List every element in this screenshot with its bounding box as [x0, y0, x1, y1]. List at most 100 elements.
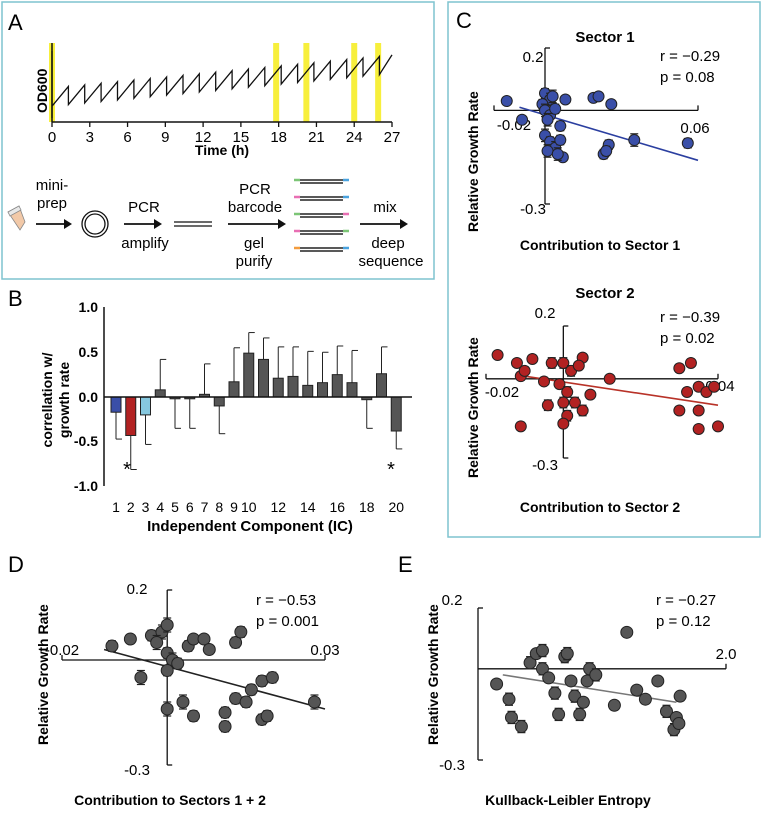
c1-p-stat: p = 0.08 [660, 69, 715, 86]
data-point [218, 720, 232, 733]
bar-ic-17 [346, 382, 358, 398]
c2-title: Sector 2 [575, 285, 634, 302]
data-point [504, 710, 518, 724]
a-xtick-label: 12 [195, 129, 212, 146]
step-miniprep-1: mini- [36, 177, 69, 194]
a-xtick-label: 6 [123, 129, 131, 146]
data-point [510, 356, 523, 369]
data-point [557, 396, 570, 409]
data-point [535, 662, 549, 676]
data-point [692, 422, 705, 435]
dilution-highlight [351, 43, 358, 122]
data-point [712, 420, 724, 433]
b-xtick-label: 10 [241, 499, 257, 515]
data-point [553, 378, 566, 391]
barcoded-fragments-icon [294, 178, 349, 252]
panel-c: Sector 1 Relative Growth Rate Contributi… [465, 29, 735, 515]
scatter-d [61, 589, 326, 766]
data-point [603, 372, 616, 385]
e-ybottom: -0.3 [439, 757, 465, 774]
data-point [160, 664, 174, 677]
bar-ic-12 [272, 377, 284, 398]
b-xtick-label: 5 [171, 499, 179, 515]
regression-line [103, 648, 326, 710]
data-point [600, 144, 613, 157]
e-ylabel: Relative Growth Rate [425, 604, 441, 745]
od600-curve [51, 50, 393, 118]
data-point [681, 137, 694, 150]
step-amplify: amplify [121, 235, 169, 252]
data-point [150, 636, 164, 649]
d-xleft: -0.02 [45, 642, 79, 659]
data-point [607, 698, 621, 712]
significance-star-ic20: * [387, 459, 395, 481]
data-point [500, 95, 513, 108]
c2-ytop: 0.2 [535, 305, 556, 322]
c1-ybottom: -0.3 [520, 201, 546, 218]
data-point [673, 362, 686, 375]
b-xtick-label: 4 [156, 499, 164, 515]
panel-e: Relative Growth Rate Kullback-Leibler En… [425, 592, 736, 808]
data-point [244, 683, 258, 697]
data-point [160, 702, 174, 716]
data-point [239, 695, 253, 709]
data-point [549, 102, 562, 115]
bar-ic-16 [331, 374, 343, 398]
e-ytop: 0.2 [442, 592, 463, 609]
a-ylabel: OD600 [34, 68, 50, 113]
data-point [160, 618, 174, 632]
data-point [557, 417, 570, 430]
b-xtick-label: 18 [359, 499, 375, 515]
data-point [229, 636, 243, 649]
a-xtick-label: 18 [270, 129, 287, 146]
d-p-stat: p = 0.001 [256, 613, 319, 630]
data-point [518, 364, 531, 377]
data-point [552, 707, 566, 721]
data-point [684, 356, 697, 369]
b-xtick-label: 1 [112, 499, 120, 515]
data-point [202, 643, 216, 656]
data-point [197, 632, 211, 646]
c2-r-stat: r = −0.39 [660, 309, 720, 326]
bar-ic-11 [258, 358, 269, 398]
data-point [559, 93, 572, 106]
data-point [123, 632, 137, 646]
d-ybottom: -0.3 [124, 762, 150, 779]
bar-ic-9 [228, 381, 240, 398]
scatter-c-sector1 [493, 47, 699, 205]
b-xtick-label: 14 [300, 499, 316, 515]
a-xtick-label: 0 [48, 129, 56, 146]
panel-letter-a: A [8, 10, 23, 35]
step-pcr-barcode-2: barcode [228, 199, 282, 216]
step-miniprep-2: prep [37, 195, 67, 212]
data-point [171, 657, 185, 670]
data-point [557, 356, 570, 369]
arrow-3 [228, 219, 286, 229]
b-xtick-label: 8 [215, 499, 223, 515]
d-xlabel: Contribution to Sectors 1 + 2 [74, 792, 266, 808]
data-point [630, 683, 644, 697]
arrow-2 [124, 219, 162, 229]
data-point [564, 674, 578, 688]
a-xtick-label: 21 [308, 129, 325, 146]
c2-xlabel: Contribution to Sector 2 [520, 499, 680, 515]
data-point [218, 706, 232, 719]
c2-ylabel: Relative Growth Rate [465, 337, 481, 478]
data-point [681, 386, 694, 398]
data-point [692, 404, 705, 417]
b-ytick: 0.0 [79, 389, 99, 405]
data-point [572, 359, 585, 372]
a-xtick-label: 15 [233, 129, 250, 146]
b-xtick-label: 12 [270, 499, 286, 515]
bar-ic-4 [154, 389, 166, 398]
b-ytick: 1.0 [79, 299, 99, 315]
c1-xright: 0.06 [680, 120, 709, 137]
bar-ic-13 [287, 375, 299, 398]
c1-ytop: 0.2 [523, 49, 544, 66]
panel-b: 1.0 0.5 0.0 -0.5 -1.0 1 2 3 4 5 6 7 8 9 10 12 14 16 1… [39, 299, 412, 535]
scatter-plots [61, 47, 727, 766]
e-p-stat: p = 0.12 [656, 613, 711, 630]
panel-letter-e: E [398, 552, 413, 577]
c1-ylabel: Relative Growth Rate [465, 91, 481, 232]
data-point [234, 625, 248, 639]
